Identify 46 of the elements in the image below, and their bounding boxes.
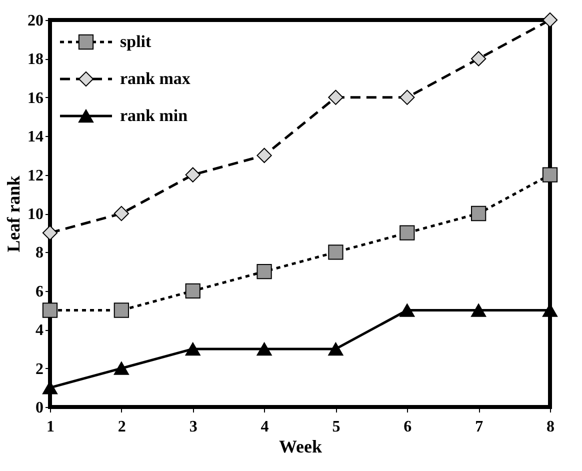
x-tick-label: 2	[118, 418, 126, 436]
point	[471, 304, 486, 317]
point	[400, 225, 415, 240]
y-tick-label: 16	[28, 90, 44, 107]
y-axis-title: Leaf rank	[4, 176, 24, 252]
point	[328, 244, 344, 260]
y-tick-label: 2	[36, 360, 44, 378]
x-axis-title: Week	[279, 436, 322, 456]
point	[114, 206, 129, 222]
y-tick-label: 4	[36, 322, 44, 340]
y-tick-label: 12	[28, 167, 44, 184]
x-tick-label: 1	[46, 418, 54, 436]
y-tick-label: 0	[36, 400, 44, 416]
point	[256, 264, 272, 280]
y-tick-label: 20	[28, 12, 44, 30]
point	[114, 362, 129, 375]
point	[400, 90, 415, 105]
point	[114, 302, 129, 318]
point	[542, 12, 558, 28]
y-tick-label: 10	[28, 206, 44, 223]
point	[185, 167, 200, 182]
point	[42, 302, 58, 318]
x-tick-label: 5	[332, 418, 340, 436]
point	[185, 342, 200, 356]
x-tick-label: 3	[189, 418, 198, 436]
point	[471, 51, 486, 66]
y-tick-label: 18	[28, 51, 44, 68]
legend-label: split	[120, 32, 152, 51]
y-tick-label: 6	[36, 283, 44, 300]
point	[256, 148, 272, 164]
x-tick-label: 6	[404, 418, 412, 436]
x-tick-label: 8	[546, 418, 554, 436]
point	[256, 342, 272, 356]
point	[471, 206, 486, 222]
legend-label: rank max	[120, 69, 191, 88]
point	[185, 283, 200, 298]
x-tick-label: 7	[475, 418, 484, 436]
point	[328, 90, 344, 105]
legend-label: rank min	[120, 106, 188, 125]
x-tick-label: 4	[260, 418, 269, 436]
point	[400, 304, 415, 317]
y-tick-label: 14	[28, 128, 44, 146]
point	[328, 342, 344, 356]
point	[542, 167, 558, 182]
y-tick-label: 8	[36, 244, 44, 262]
point	[42, 225, 58, 240]
